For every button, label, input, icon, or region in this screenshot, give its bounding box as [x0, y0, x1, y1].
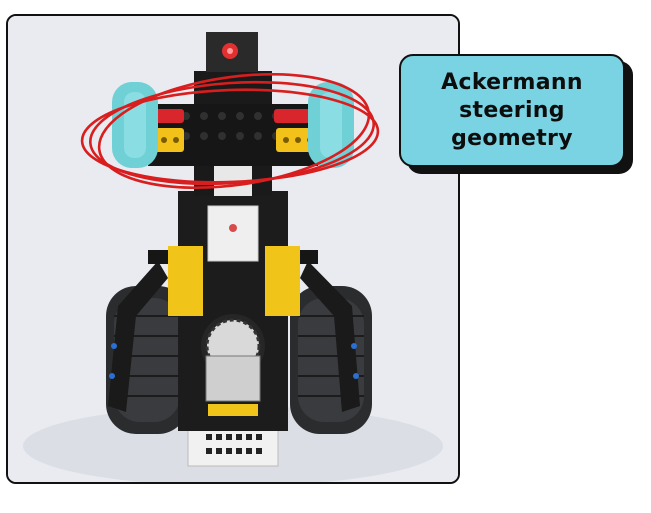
front-left-wheel: [112, 82, 158, 168]
callout-box: Ackermann steering geometry: [399, 54, 625, 167]
callout-label: Ackermann steering geometry: [441, 69, 583, 151]
robot-car-photo: [6, 14, 460, 484]
robot-car-illustration: [8, 16, 458, 482]
highlight-circle: [80, 72, 380, 190]
